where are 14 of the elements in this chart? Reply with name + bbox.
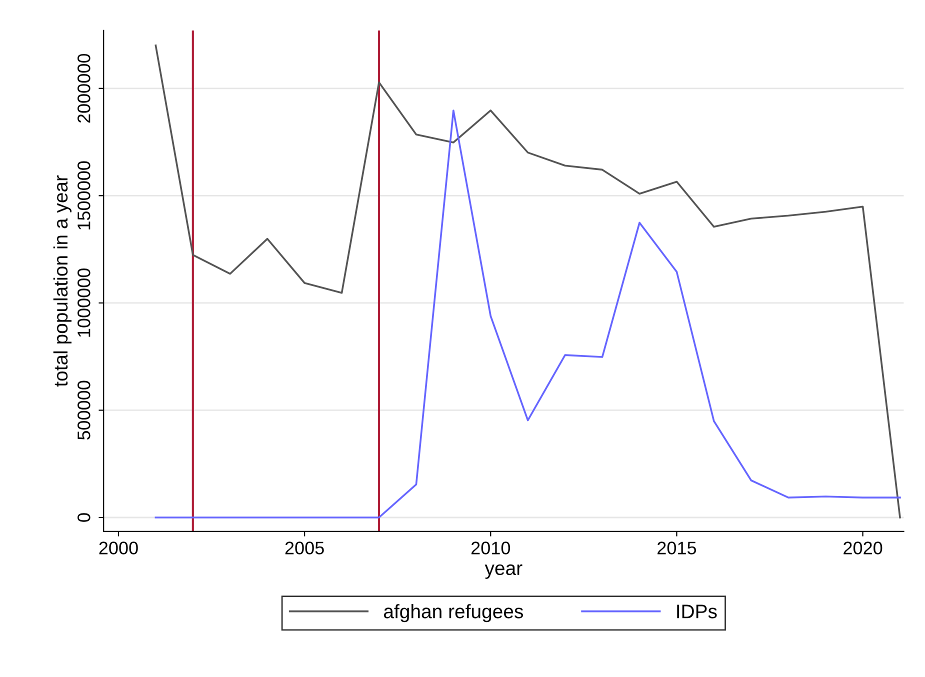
x-axis-title: year: [484, 564, 522, 579]
y-tick-label: 0: [78, 513, 90, 522]
y-tick-label: 1000000: [78, 268, 90, 337]
x-tick-label: 2015: [658, 542, 696, 554]
legend-label: IDPs: [677, 604, 717, 618]
x-tick-label: 2010: [471, 542, 510, 554]
x-tick-label: 2000: [99, 542, 138, 554]
legend-label: afghan refugees: [384, 604, 524, 622]
y-axis-title: total population in a year: [53, 175, 72, 387]
x-tick-label: 2005: [285, 542, 324, 554]
y-tick-label: 2000000: [78, 54, 90, 123]
y-tick-label: 500000: [78, 380, 90, 440]
x-tick-label: 2020: [844, 542, 882, 554]
y-tick-label: 1500000: [78, 161, 90, 230]
